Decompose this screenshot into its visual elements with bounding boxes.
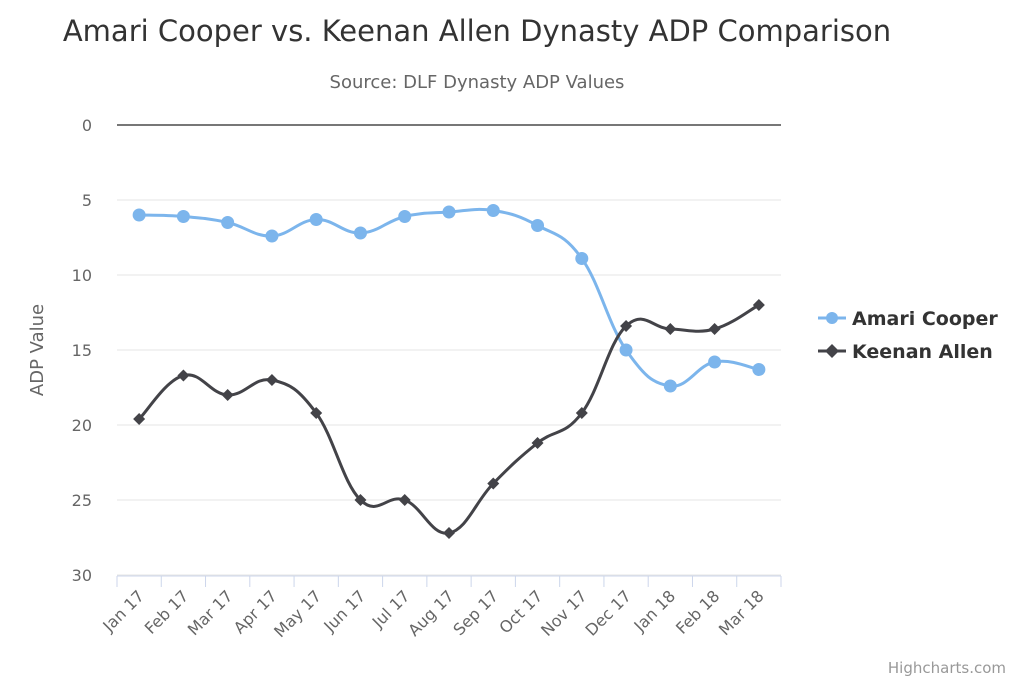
- x-tick-label: Nov 17: [537, 586, 591, 640]
- legend: Amari Cooper Keenan Allen: [818, 308, 998, 363]
- legend-marker-keenan-allen: [825, 344, 839, 358]
- data-point-keenan-allen[interactable]: [310, 407, 323, 419]
- x-tick-label: Feb 17: [141, 586, 192, 637]
- data-point-amari-cooper[interactable]: [265, 229, 279, 243]
- credits-link[interactable]: Highcharts.com: [888, 659, 1006, 677]
- data-point-keenan-allen[interactable]: [752, 299, 765, 311]
- x-tick-label: Aug 17: [404, 586, 458, 640]
- data-point-keenan-allen[interactable]: [398, 494, 411, 506]
- data-point-amari-cooper[interactable]: [486, 204, 500, 217]
- series-layer: [132, 204, 766, 539]
- series-line-amari-cooper: [139, 207, 760, 388]
- chart-title: Amari Cooper vs. Keenan Allen Dynasty AD…: [63, 14, 891, 48]
- data-point-amari-cooper[interactable]: [752, 363, 766, 376]
- data-point-keenan-allen[interactable]: [620, 320, 633, 332]
- data-point-amari-cooper[interactable]: [619, 343, 633, 357]
- data-point-keenan-allen[interactable]: [575, 407, 588, 419]
- data-point-keenan-allen[interactable]: [221, 389, 234, 401]
- y-tick-label: 10: [72, 266, 92, 285]
- legend-label-amari-cooper: Amari Cooper: [852, 308, 998, 330]
- legend-item-keenan-allen[interactable]: Keenan Allen: [818, 341, 993, 363]
- data-point-keenan-allen[interactable]: [664, 323, 677, 335]
- x-tick-label: Jan 17: [98, 586, 148, 636]
- legend-item-amari-cooper[interactable]: Amari Cooper: [818, 308, 998, 330]
- data-point-keenan-allen[interactable]: [708, 323, 721, 335]
- y-tick-label: 25: [72, 491, 92, 510]
- x-tick-label: Jun 17: [319, 586, 369, 636]
- data-point-keenan-allen[interactable]: [177, 369, 190, 382]
- data-point-amari-cooper[interactable]: [309, 213, 323, 226]
- y-tick-label: 5: [82, 191, 92, 210]
- data-point-keenan-allen[interactable]: [531, 437, 544, 449]
- data-point-keenan-allen[interactable]: [443, 527, 455, 539]
- data-point-amari-cooper[interactable]: [398, 210, 412, 223]
- data-point-amari-cooper[interactable]: [132, 208, 146, 222]
- data-point-keenan-allen[interactable]: [354, 494, 367, 506]
- data-point-amari-cooper[interactable]: [708, 355, 722, 369]
- data-point-keenan-allen[interactable]: [133, 413, 146, 425]
- y-axis-label: ADP Value: [27, 304, 48, 396]
- x-tick-label: Mar 17: [184, 586, 237, 639]
- y-axis-ticks: 0 5 10 15 20 25 30: [72, 116, 92, 585]
- legend-label-keenan-allen: Keenan Allen: [852, 341, 993, 363]
- data-point-amari-cooper[interactable]: [575, 252, 589, 265]
- grid-lines: [117, 124, 781, 576]
- y-tick-label: 0: [82, 116, 92, 135]
- chart-subtitle: Source: DLF Dynasty ADP Values: [330, 72, 625, 93]
- data-point-amari-cooper[interactable]: [221, 216, 235, 229]
- x-tick-label: Dec 17: [582, 586, 635, 639]
- legend-marker-amari-cooper: [826, 312, 838, 324]
- y-tick-label: 30: [72, 566, 92, 585]
- x-tick-label: Oct 17: [495, 586, 546, 637]
- data-point-amari-cooper[interactable]: [442, 205, 456, 219]
- y-tick-label: 20: [72, 416, 92, 435]
- y-tick-label: 15: [72, 341, 92, 360]
- series-line-keenan-allen: [138, 303, 760, 535]
- data-point-amari-cooper[interactable]: [531, 219, 545, 232]
- x-tick-label: May 17: [270, 586, 325, 641]
- series-keenan-allen: [133, 299, 765, 539]
- x-tick-label: Mar 18: [715, 586, 768, 639]
- x-tick-label: Sep 17: [449, 586, 502, 639]
- data-point-keenan-allen[interactable]: [265, 374, 278, 386]
- data-point-amari-cooper[interactable]: [663, 379, 677, 393]
- series-amari-cooper: [132, 204, 766, 393]
- data-point-keenan-allen[interactable]: [487, 477, 500, 490]
- data-point-amari-cooper[interactable]: [353, 226, 367, 240]
- x-tick-label: Feb 18: [672, 586, 723, 637]
- x-tick-label: Jan 18: [630, 586, 680, 636]
- data-point-amari-cooper[interactable]: [176, 210, 190, 223]
